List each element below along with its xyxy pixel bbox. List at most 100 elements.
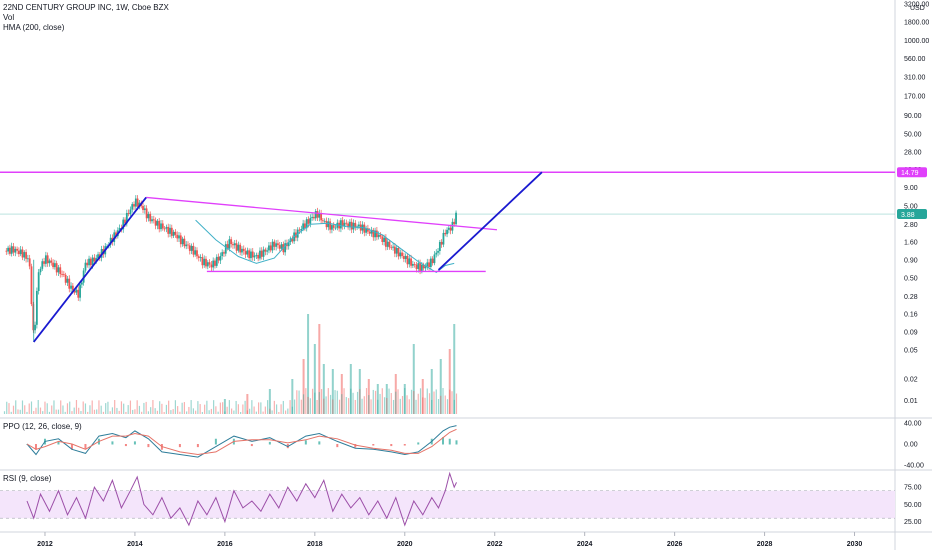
- legend-main: 22ND CENTURY GROUP INC, 1W, Cboe BZX Vol…: [3, 3, 169, 33]
- candle-body: [375, 230, 378, 238]
- candle-body: [44, 255, 47, 264]
- price-tick-label: 0.09: [904, 329, 918, 336]
- ppo-histogram-bar: [403, 444, 406, 446]
- ppo-histogram-bar: [214, 438, 217, 445]
- price-tick-label: 1800.00: [904, 19, 929, 26]
- candle-body: [386, 241, 389, 247]
- volume-bar: [109, 411, 111, 414]
- candle-body: [196, 250, 198, 257]
- candle-body: [163, 228, 166, 230]
- volume-bar: [282, 400, 284, 414]
- candle-body: [93, 257, 96, 262]
- candle-body: [368, 231, 371, 234]
- volume-bar: [249, 408, 251, 414]
- candle-body: [5, 250, 8, 252]
- price-tick-label: 170.00: [904, 93, 926, 100]
- candle-body: [203, 258, 206, 266]
- price-tick-label: 310.00: [904, 75, 926, 82]
- volume-bar: [6, 401, 8, 414]
- hma-legend: HMA (200, close): [3, 23, 65, 32]
- ppo-tick-label: 40.00: [904, 421, 922, 428]
- time-tick-label: 2030: [847, 541, 863, 548]
- candle-body: [372, 229, 375, 238]
- candle-body: [62, 274, 65, 276]
- volume-bar: [419, 388, 422, 414]
- candle-body: [34, 324, 36, 331]
- price-tick-label: 0.05: [904, 348, 918, 355]
- volume-bar: [388, 388, 390, 414]
- candle-body: [242, 248, 245, 252]
- candle-body: [64, 274, 67, 283]
- candle-body: [73, 290, 76, 293]
- price-tick-label: 28.00: [904, 150, 922, 157]
- price-tick-label: 0.90: [904, 257, 918, 264]
- volume-bar: [385, 384, 388, 414]
- volume-bar: [141, 411, 143, 414]
- time-tick-label: 2022: [487, 541, 503, 548]
- candle-body: [408, 258, 411, 265]
- candle-body: [89, 258, 92, 266]
- volume-bar: [136, 400, 138, 414]
- volume-bar: [433, 391, 435, 414]
- time-tick-label: 2016: [217, 541, 233, 548]
- volume-bar: [75, 400, 78, 414]
- candle-body: [61, 274, 63, 275]
- candle-body: [318, 213, 321, 218]
- volume-bar: [120, 401, 123, 414]
- candle-body: [422, 264, 425, 269]
- volume-bar: [21, 400, 24, 414]
- volume-bar: [280, 404, 282, 414]
- volume-bar: [125, 411, 127, 414]
- volume-bar: [19, 409, 21, 414]
- volume-bar: [397, 389, 399, 414]
- volume-bar: [206, 400, 208, 414]
- ppo-signal-line: [26, 428, 457, 456]
- volume-bar: [208, 410, 210, 414]
- candle-body: [235, 243, 238, 251]
- candle-body: [327, 221, 330, 228]
- candle-body: [259, 250, 261, 259]
- candle-body: [311, 216, 314, 218]
- volume-bar: [159, 401, 161, 414]
- candle-body: [10, 246, 13, 254]
- candle-body: [357, 224, 360, 227]
- price-tick-label: 90.00: [904, 113, 922, 120]
- candle-body: [156, 220, 159, 226]
- candle-body: [228, 239, 231, 249]
- volume-bar: [246, 394, 249, 414]
- rsi-line: [26, 471, 457, 527]
- rsi-tick-label: 75.00: [904, 485, 922, 492]
- volume-bar: [424, 397, 426, 414]
- ppo-histogram-bar: [111, 441, 114, 445]
- candle-body: [395, 247, 398, 254]
- candle-body: [343, 222, 346, 227]
- ppo-histogram-bar: [178, 444, 181, 448]
- volume-bar: [293, 399, 296, 414]
- candle-body: [88, 258, 90, 266]
- candle-body: [397, 247, 400, 257]
- volume-bar: [37, 400, 39, 414]
- candle-body: [223, 252, 225, 254]
- candle-body: [410, 258, 412, 266]
- candle-body: [278, 245, 281, 249]
- candle-body: [230, 239, 233, 245]
- candle-body: [147, 213, 150, 219]
- candle-body: [214, 260, 216, 266]
- candle-body: [366, 228, 369, 232]
- volume-bar: [102, 411, 105, 414]
- volume-bar: [66, 403, 69, 414]
- candle-body: [161, 223, 164, 229]
- ppo-histogram-bar: [336, 444, 339, 448]
- candle-body: [377, 234, 380, 238]
- ppo-histogram-bar: [70, 444, 73, 450]
- volume-bar: [446, 399, 449, 414]
- volume-bar: [426, 388, 428, 414]
- volume-bar: [311, 388, 314, 414]
- volume-bar: [28, 403, 30, 414]
- candle-body: [264, 249, 267, 252]
- volume-bar: [376, 384, 379, 414]
- volume-bar: [372, 389, 374, 414]
- volume-bar: [356, 391, 359, 414]
